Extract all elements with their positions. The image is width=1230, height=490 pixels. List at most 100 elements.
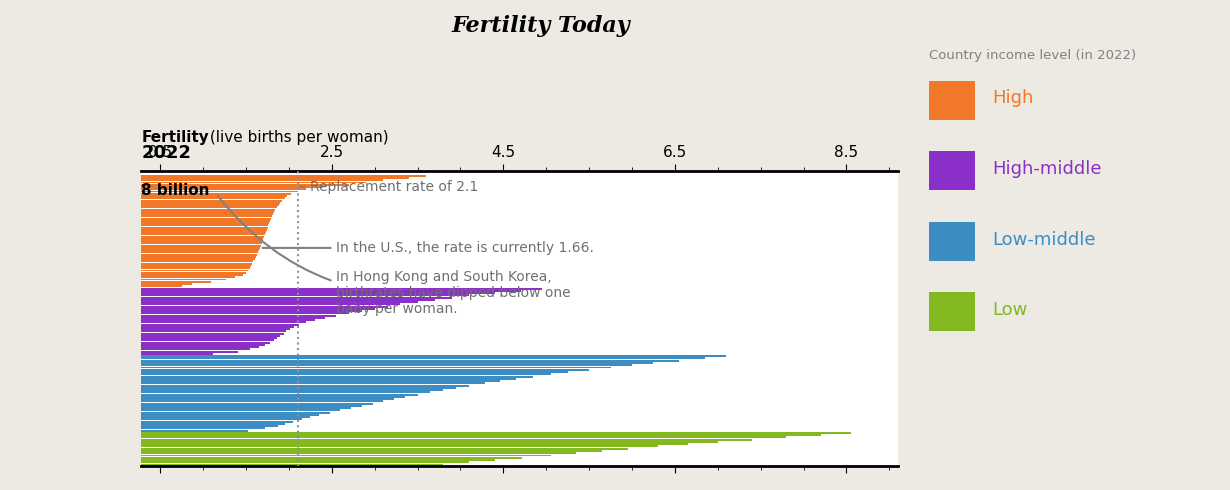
Bar [141,238,263,240]
Bar [141,445,658,447]
Bar [141,330,287,332]
Bar [141,263,252,265]
Bar [141,326,294,328]
Text: High-middle: High-middle [993,160,1102,178]
Bar [141,437,786,439]
Bar [141,324,299,326]
Bar [141,243,262,245]
Bar [929,222,975,261]
Bar [141,312,349,314]
Bar [141,430,247,432]
Text: High: High [993,89,1033,107]
Bar [141,265,251,267]
Bar [141,283,192,285]
Bar [141,247,260,249]
Bar [141,450,601,452]
Bar [141,204,279,206]
Bar [141,181,367,183]
Bar [141,319,315,321]
Bar [141,340,273,342]
Bar [141,375,534,377]
Bar [141,461,469,463]
Bar [141,364,632,366]
Bar [141,342,271,343]
Bar [141,396,405,398]
Bar [141,448,627,450]
Bar [141,184,349,186]
Bar [141,434,820,436]
Bar [141,378,517,380]
Bar [141,360,679,362]
Bar [141,186,323,188]
Bar [929,293,975,331]
Bar [141,328,290,330]
Bar [141,251,258,253]
Bar [141,299,434,301]
Bar [141,224,268,226]
Bar [141,416,310,418]
Bar [141,310,362,312]
Bar [141,231,266,233]
Bar [141,175,426,177]
Bar [141,380,499,382]
Bar [141,294,469,296]
Bar [141,301,418,303]
Bar [141,209,276,211]
Bar [141,267,250,269]
Bar [141,240,262,242]
Bar [141,254,257,256]
Bar [141,258,255,260]
Bar [141,464,443,465]
Bar [141,288,542,290]
Bar [141,321,306,323]
Text: Fertility: Fertility [141,129,209,145]
Bar [141,303,401,305]
Bar [141,285,182,287]
Bar [141,443,688,445]
Bar [141,421,293,423]
Text: Fertility Today: Fertility Today [451,15,631,37]
Bar [141,457,523,459]
Text: Low-middle: Low-middle [993,230,1096,248]
Bar [141,400,384,402]
Bar [141,427,264,429]
Bar [141,405,362,407]
Bar [141,222,269,224]
Bar [141,425,278,427]
Bar [141,389,443,391]
Bar [141,193,290,195]
Text: (live births per woman): (live births per woman) [205,129,389,145]
Bar [141,191,298,193]
Bar [141,199,282,201]
Bar [141,296,451,298]
Bar [141,245,261,246]
Text: In the U.S., the rate is currently 1.66.: In the U.S., the rate is currently 1.66. [262,241,594,255]
Bar [141,355,727,357]
Bar [141,344,264,346]
Text: In Hong Kong and South Korea,
birthrates have dipped below one
baby per woman.: In Hong Kong and South Korea, birthrates… [218,196,571,316]
Bar [141,335,280,337]
Bar [141,272,246,274]
Bar [141,432,851,434]
Bar [141,315,336,317]
Bar [141,369,589,371]
Bar [141,188,306,190]
Bar [141,333,284,335]
Bar [141,229,267,231]
Bar [141,249,260,251]
Bar [141,195,288,197]
Text: 2022: 2022 [141,144,192,162]
Bar [141,358,705,360]
Bar [141,351,237,353]
Bar [141,306,387,308]
Bar [141,236,264,238]
Bar [141,220,271,222]
Text: Low: Low [993,301,1027,319]
Bar [141,278,225,280]
Bar [141,317,325,319]
Bar [141,409,341,411]
Bar [141,373,551,375]
Bar [141,233,264,235]
Bar [141,393,418,395]
Bar [141,337,277,339]
